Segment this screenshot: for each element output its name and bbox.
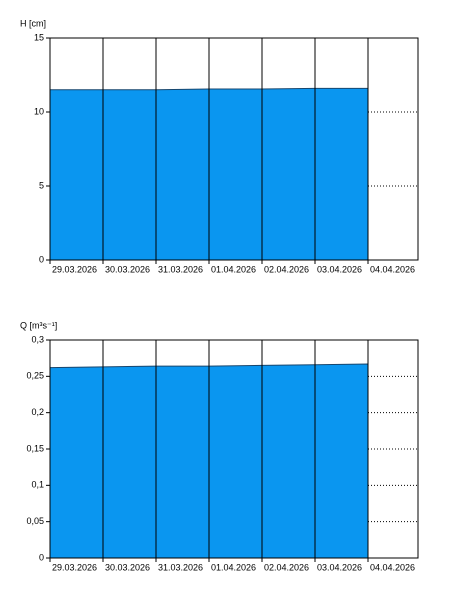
y-tick-label: 0,3	[31, 334, 44, 344]
y-tick-label: 0	[39, 254, 44, 264]
y-tick-label: 0	[39, 552, 44, 562]
x-tick-label: 31.03.2026	[158, 562, 203, 572]
y-tick-label: 0,2	[31, 407, 44, 417]
x-tick-label: 04.04.2026	[370, 562, 415, 572]
x-tick-label: 30.03.2026	[105, 562, 150, 572]
x-tick-label: 01.04.2026	[211, 264, 256, 274]
y-tick-label: 0,1	[31, 480, 44, 490]
x-tick-label: 03.04.2026	[317, 562, 362, 572]
y-axis-title: H [cm]	[20, 18, 46, 28]
x-tick-label: 02.04.2026	[264, 562, 309, 572]
x-tick-label: 29.03.2026	[52, 562, 97, 572]
y-tick-label: 0,15	[26, 443, 44, 453]
y-tick-label: 10	[34, 106, 44, 116]
x-tick-label: 30.03.2026	[105, 264, 150, 274]
x-tick-label: 04.04.2026	[370, 264, 415, 274]
x-tick-label: 02.04.2026	[264, 264, 309, 274]
plot-frame	[49, 339, 419, 559]
y-tick-label: 15	[34, 32, 44, 42]
y-tick-label: 5	[39, 180, 44, 190]
plot-frame	[49, 37, 419, 261]
y-tick-label: 0,25	[26, 371, 44, 381]
x-tick-label: 29.03.2026	[52, 264, 97, 274]
x-tick-label: 01.04.2026	[211, 562, 256, 572]
y-tick-label: 0,05	[26, 516, 44, 526]
x-tick-label: 31.03.2026	[158, 264, 203, 274]
y-axis-title: Q [m³s⁻¹]	[20, 320, 57, 330]
x-tick-label: 03.04.2026	[317, 264, 362, 274]
